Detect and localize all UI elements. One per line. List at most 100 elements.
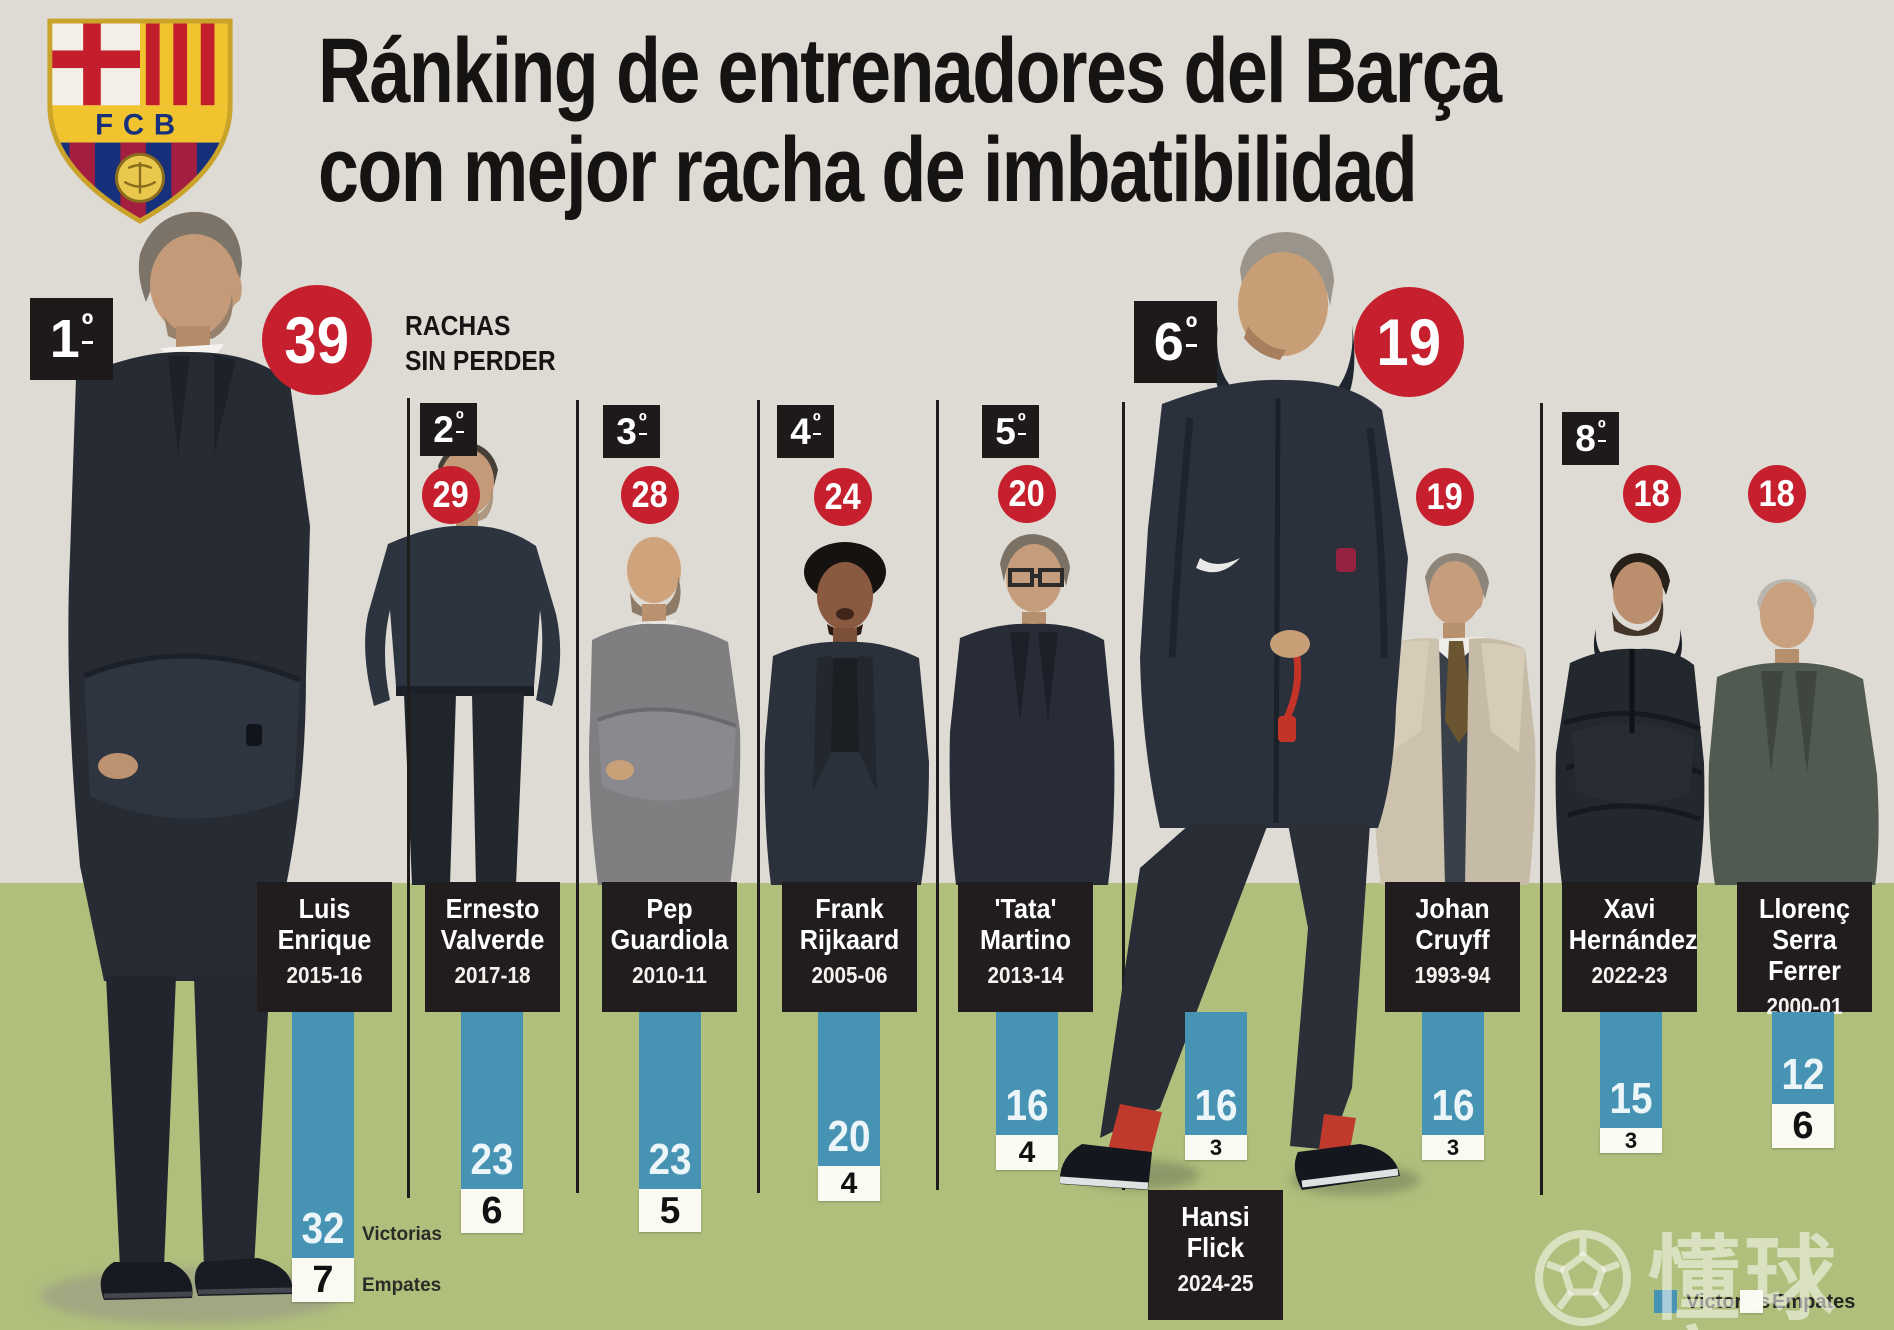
streak-circle-flick: 19 <box>1354 287 1464 397</box>
victories-bar: 23 <box>461 1012 523 1189</box>
season-label: 2013-14 <box>987 962 1064 988</box>
column-divider <box>407 398 410 1198</box>
victories-bar: 16 <box>996 1012 1058 1135</box>
name-plate-flick: Hansi Flick 2024-25 <box>1148 1190 1283 1320</box>
coach-photo-frank-rijkaard <box>764 542 929 885</box>
bar-column-valverde: 23 6 <box>461 1012 523 1233</box>
page-title: Ránking de entrenadores del Barça con me… <box>318 20 1502 221</box>
ordinal-mark: º <box>638 410 647 435</box>
victorias-annotation: Victorias <box>362 1224 442 1245</box>
rank-number: 2 <box>433 408 454 450</box>
rank-number: 1 <box>49 309 80 369</box>
streak-circle-serra-ferrer: 18 <box>1748 465 1806 523</box>
title-line-1: Ránking de entrenadores del Barça <box>318 20 1502 122</box>
bar-column-serra-ferrer: 12 6 <box>1772 1012 1834 1148</box>
bar-column-rijkaard: 20 4 <box>818 1012 880 1201</box>
draws-box: 3 <box>1600 1128 1662 1153</box>
victories-bar: 32 <box>292 1012 354 1258</box>
season-label: 2024-25 <box>1177 1270 1254 1296</box>
coach-photo-tata-martino <box>949 534 1115 885</box>
ordinal-mark: º <box>81 309 94 345</box>
coach-photo-xavi-hernandez <box>1555 553 1705 885</box>
bar-column-martino: 16 4 <box>996 1012 1058 1170</box>
ordinal-mark: º <box>812 410 821 435</box>
name-plate-rijkaard: Frank Rijkaard 2005-06 <box>782 882 917 1012</box>
draws-box: 7 <box>292 1258 354 1302</box>
bar-column-xavi: 15 3 <box>1600 1012 1662 1153</box>
streak-circle-valverde: 29 <box>422 466 480 524</box>
coach-photo-pep-guardiola <box>589 537 741 885</box>
victories-bar: 15 <box>1600 1012 1662 1128</box>
legend-empates-label: Empates <box>1772 1291 1856 1313</box>
victories-bar: 16 <box>1185 1012 1247 1135</box>
ordinal-mark: º <box>1185 312 1198 348</box>
season-label: 2005-06 <box>811 962 888 988</box>
streak-circle-martino: 20 <box>998 465 1056 523</box>
coach-photo-llorenc-serra-ferrer <box>1708 579 1879 885</box>
streak-circle-rijkaard: 24 <box>814 468 872 526</box>
coach-photo-luis-enrique <box>68 211 310 1300</box>
title-line-2: con mejor racha de imbatibilidad <box>318 119 1418 221</box>
draws-box: 3 <box>1422 1135 1484 1160</box>
bar-column-flick: 16 3 <box>1185 1012 1247 1160</box>
season-label: 2017-18 <box>454 962 531 988</box>
ordinal-mark: º <box>455 408 464 433</box>
bar-column-guardiola: 23 5 <box>639 1012 701 1232</box>
rank-number: 3 <box>616 410 637 452</box>
empates-annotation: Empates <box>362 1275 442 1296</box>
season-label: 2022-23 <box>1591 962 1668 988</box>
streaks-caption-line2: SIN PERDER <box>405 345 556 376</box>
victories-bar: 12 <box>1772 1012 1834 1104</box>
rank-number: 5 <box>995 410 1016 452</box>
bar-column-cruyff: 16 3 <box>1422 1012 1484 1160</box>
draws-box: 6 <box>1772 1104 1834 1148</box>
draws-box: 6 <box>461 1189 523 1233</box>
column-divider <box>1540 403 1543 1195</box>
soccer-ball-watermark-icon <box>1535 1230 1631 1326</box>
name-plate-serra-ferrer: Llorenç Serra Ferrer 2000-01 <box>1737 882 1872 1019</box>
draws-box: 5 <box>639 1189 701 1232</box>
draws-box: 4 <box>818 1166 880 1201</box>
streak-circle-cruyff: 19 <box>1416 468 1474 526</box>
victories-bar: 23 <box>639 1012 701 1189</box>
name-plate-martino: 'Tata' Martino 2013-14 <box>958 882 1093 1012</box>
column-divider <box>936 400 939 1190</box>
season-label: 2010-11 <box>632 962 707 988</box>
bar-column-luis-enrique: 32 7 <box>292 1012 354 1302</box>
crest-initials: FCB <box>95 109 185 142</box>
ordinal-mark: º <box>1597 417 1606 442</box>
victories-bar: 20 <box>818 1012 880 1166</box>
streaks-caption-line1: RACHAS <box>405 310 511 341</box>
coach-photo-ernesto-valverde <box>365 442 561 885</box>
name-plate-cruyff: Johan Cruyff 1993-94 <box>1385 882 1520 1012</box>
legend-empates-swatch <box>1740 1290 1763 1313</box>
draws-box: 4 <box>996 1135 1058 1170</box>
column-divider <box>757 400 760 1193</box>
streak-circle-xavi: 18 <box>1623 465 1681 523</box>
coach-photo-hansi-flick <box>1059 232 1408 1190</box>
column-divider <box>576 400 579 1193</box>
rank-number: 6 <box>1153 312 1184 372</box>
season-label: 2015-16 <box>286 962 363 988</box>
season-label: 1993-94 <box>1414 962 1491 988</box>
rank-number: 4 <box>790 410 811 452</box>
fcb-crest-icon: FCB <box>47 18 233 224</box>
watermark-text: 懂球帝 <box>1648 1229 1841 1330</box>
name-plate-luis-enrique: Luis Enrique 2015-16 <box>257 882 392 1012</box>
streak-circle-guardiola: 28 <box>621 466 679 524</box>
legend-victorias-swatch <box>1654 1290 1677 1313</box>
draws-box: 3 <box>1185 1135 1247 1160</box>
rank-number: 8 <box>1575 417 1596 459</box>
streak-circle-luis-enrique: 39 <box>262 285 372 395</box>
name-plate-valverde: Ernesto Valverde 2017-18 <box>425 882 560 1012</box>
victories-bar: 16 <box>1422 1012 1484 1135</box>
streaks-caption: RACHAS SIN PERDER <box>405 308 556 378</box>
